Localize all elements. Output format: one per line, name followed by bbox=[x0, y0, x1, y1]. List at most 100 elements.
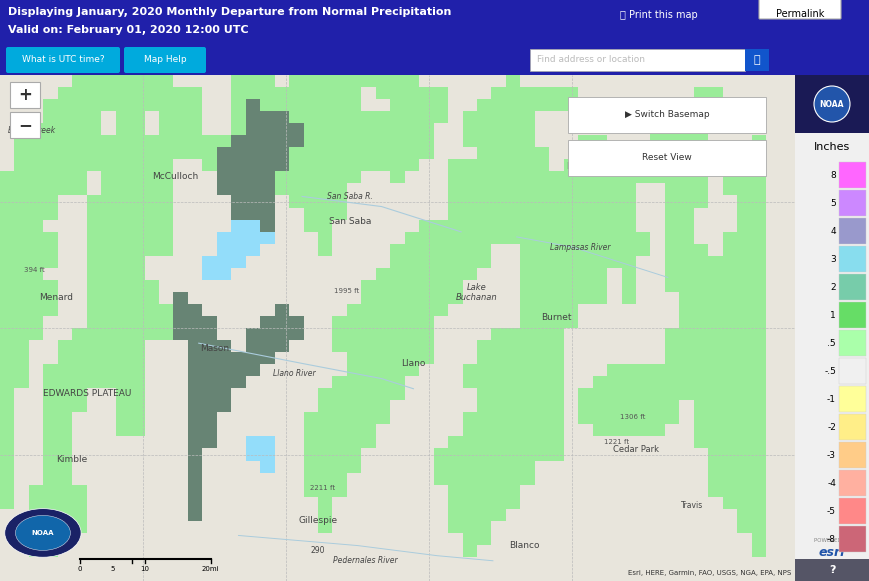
Bar bbox=[29, 292, 43, 304]
Bar bbox=[477, 111, 492, 123]
Bar bbox=[492, 340, 506, 352]
Bar bbox=[130, 292, 144, 304]
FancyBboxPatch shape bbox=[759, 0, 841, 19]
Bar bbox=[159, 207, 174, 220]
Bar bbox=[0, 461, 15, 472]
Bar bbox=[303, 220, 318, 232]
Bar bbox=[15, 316, 29, 328]
Bar bbox=[375, 316, 390, 328]
Bar bbox=[29, 509, 43, 521]
Bar bbox=[87, 292, 101, 304]
Bar bbox=[29, 533, 43, 545]
Bar bbox=[144, 135, 159, 148]
Bar bbox=[202, 316, 217, 328]
Bar bbox=[188, 388, 202, 400]
Bar bbox=[434, 220, 448, 232]
Bar bbox=[534, 207, 549, 220]
Bar bbox=[130, 388, 144, 400]
Bar bbox=[159, 123, 174, 135]
Bar bbox=[246, 195, 260, 207]
Bar bbox=[362, 388, 375, 400]
Bar bbox=[564, 220, 578, 232]
Bar bbox=[607, 148, 621, 159]
Bar bbox=[101, 280, 116, 292]
Bar bbox=[752, 220, 766, 232]
Bar bbox=[723, 388, 737, 400]
Bar bbox=[723, 171, 737, 184]
Bar bbox=[693, 87, 708, 99]
Bar bbox=[723, 472, 737, 485]
Bar bbox=[506, 195, 521, 207]
Bar bbox=[43, 256, 58, 268]
Bar bbox=[752, 184, 766, 195]
Bar bbox=[462, 449, 477, 461]
Text: esri: esri bbox=[819, 547, 846, 560]
Bar bbox=[58, 424, 72, 436]
Bar bbox=[752, 280, 766, 292]
Bar bbox=[188, 400, 202, 413]
Bar bbox=[116, 171, 130, 184]
Text: San Saba: San Saba bbox=[328, 217, 371, 226]
Bar bbox=[621, 184, 636, 195]
Bar bbox=[680, 268, 693, 280]
Bar bbox=[564, 243, 578, 256]
Bar bbox=[174, 292, 188, 304]
Bar bbox=[737, 376, 752, 388]
Bar bbox=[723, 328, 737, 340]
Bar bbox=[217, 135, 231, 148]
Bar bbox=[246, 220, 260, 232]
Bar bbox=[188, 111, 202, 123]
Bar bbox=[651, 413, 665, 424]
Bar bbox=[347, 316, 362, 328]
Bar bbox=[144, 280, 159, 292]
Bar bbox=[492, 388, 506, 400]
Bar bbox=[246, 171, 260, 184]
Bar bbox=[0, 195, 15, 207]
Bar bbox=[303, 75, 318, 87]
Bar bbox=[578, 207, 593, 220]
Bar bbox=[680, 376, 693, 388]
Bar bbox=[188, 485, 202, 497]
Bar bbox=[333, 111, 347, 123]
Bar bbox=[665, 123, 680, 135]
Bar bbox=[303, 436, 318, 449]
Bar bbox=[58, 400, 72, 413]
Bar bbox=[217, 232, 231, 243]
Bar bbox=[15, 148, 29, 159]
Bar bbox=[303, 472, 318, 485]
Bar bbox=[621, 159, 636, 171]
Bar bbox=[43, 243, 58, 256]
Bar bbox=[506, 159, 521, 171]
Bar bbox=[202, 413, 217, 424]
Bar bbox=[130, 256, 144, 268]
Bar bbox=[333, 87, 347, 99]
Bar bbox=[43, 280, 58, 292]
Bar bbox=[737, 232, 752, 243]
Bar bbox=[680, 316, 693, 328]
Bar bbox=[492, 159, 506, 171]
Bar bbox=[15, 340, 29, 352]
Bar bbox=[43, 195, 58, 207]
Bar bbox=[462, 364, 477, 376]
Text: Cedar Park: Cedar Park bbox=[613, 445, 659, 454]
Bar bbox=[43, 472, 58, 485]
Bar bbox=[564, 256, 578, 268]
Bar bbox=[174, 328, 188, 340]
Bar bbox=[87, 376, 101, 388]
Bar bbox=[477, 232, 492, 243]
Bar bbox=[375, 413, 390, 424]
Bar bbox=[130, 304, 144, 316]
Bar bbox=[477, 184, 492, 195]
Bar bbox=[636, 424, 651, 436]
Bar bbox=[492, 232, 506, 243]
Bar bbox=[130, 87, 144, 99]
Bar bbox=[130, 159, 144, 171]
Bar bbox=[144, 232, 159, 243]
Bar bbox=[188, 364, 202, 376]
Bar bbox=[549, 340, 564, 352]
Text: 2: 2 bbox=[831, 282, 836, 292]
Bar bbox=[347, 75, 362, 87]
Bar bbox=[506, 340, 521, 352]
Bar bbox=[680, 256, 693, 268]
Bar bbox=[58, 472, 72, 485]
